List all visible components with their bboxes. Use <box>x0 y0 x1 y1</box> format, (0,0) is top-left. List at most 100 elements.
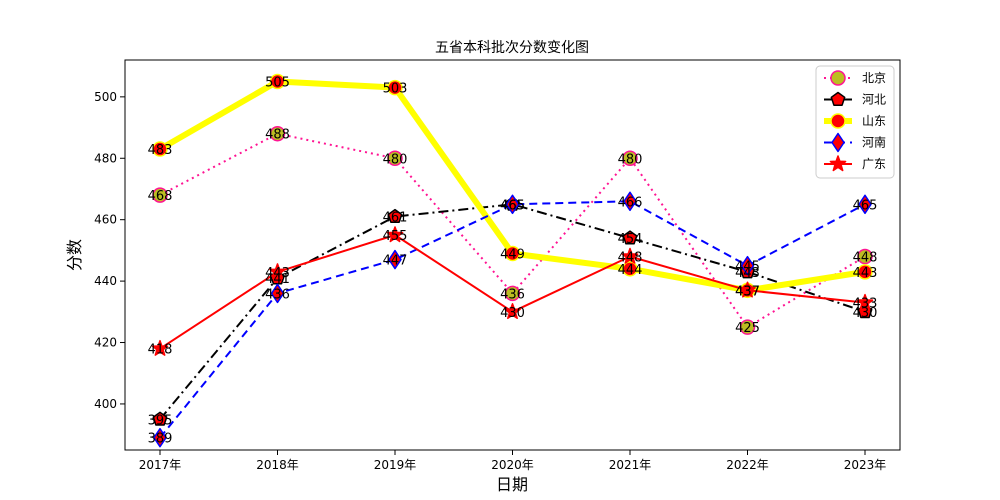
data-label-0-2: 480 <box>383 152 408 167</box>
legend-marker-3 <box>831 132 845 153</box>
series-0-point-1 <box>269 125 286 142</box>
x-tick-label-2: 2019年 <box>374 458 417 472</box>
legend-item-2: 山东 <box>824 113 886 129</box>
data-label-2-1: 505 <box>265 75 290 90</box>
series-4-point-2 <box>386 226 404 243</box>
x-tick-label-1: 2018年 <box>256 458 299 472</box>
y-axis-label: 分数 <box>65 239 84 271</box>
x-tick-label-4: 2021年 <box>609 458 652 472</box>
data-label-3-0: 389 <box>148 432 173 447</box>
series-4-point-3 <box>504 303 521 320</box>
x-tick-label-6: 2023年 <box>844 458 887 472</box>
legend-item-0: 北京 <box>824 70 886 86</box>
data-label-0-1: 488 <box>265 128 290 143</box>
data-label-0-5: 425 <box>735 321 760 336</box>
data-label-4-3: 430 <box>500 306 525 321</box>
axes: 2017年 2018年 2019年 2020年 2021年 2022年 2023年 400 42… <box>94 59 901 472</box>
legend-label-4: 广东 <box>862 157 886 171</box>
data-label-4-2: 455 <box>383 229 408 244</box>
data-label-1-5: 443 <box>735 266 760 281</box>
series-0-point-3 <box>504 285 521 302</box>
x-tick-label-3: 2020年 <box>491 458 534 472</box>
series-0-point-5 <box>739 319 756 335</box>
series-3-point-0 <box>153 427 167 448</box>
series-4-point-6 <box>856 293 874 310</box>
series-4-point-1 <box>269 263 286 280</box>
data-label-1-2: 461 <box>383 211 408 226</box>
data-label-1-0: 395 <box>148 413 173 428</box>
data-label-3-6: 465 <box>853 198 878 213</box>
series-1-point-4 <box>622 230 638 245</box>
legend-label-0: 北京 <box>862 71 886 85</box>
data-label-0-0: 468 <box>148 189 173 204</box>
series-4-point-4 <box>621 247 639 264</box>
data-label-1-4: 454 <box>618 232 643 247</box>
data-label-4-5: 437 <box>735 284 760 299</box>
data-label-4-6: 433 <box>853 297 878 312</box>
data-label-0-3: 436 <box>500 287 525 302</box>
series-4 <box>151 226 874 356</box>
series-3-point-4 <box>623 191 637 212</box>
series-1-point-2 <box>387 208 403 224</box>
series-2-point-0 <box>152 141 168 157</box>
data-label-2-2: 503 <box>383 82 408 97</box>
data-label-1-3: 465 <box>500 198 525 213</box>
legend-item-3: 河南 <box>824 132 886 153</box>
data-label-4-1: 443 <box>265 266 290 281</box>
series-0-point-6 <box>857 248 873 265</box>
series-3-point-3 <box>505 194 520 215</box>
data-label-3-3: 465 <box>500 198 525 213</box>
data-label-4-0: 418 <box>148 343 173 358</box>
series-0 <box>152 125 873 335</box>
y-tick-label-1: 420 <box>94 336 117 350</box>
legend-label-1: 河北 <box>862 93 886 107</box>
x-tick-label-0: 2017年 <box>139 458 182 472</box>
data-label-2-4: 444 <box>618 263 643 278</box>
series-3-point-2 <box>388 249 402 270</box>
series-2-point-6 <box>857 264 873 280</box>
legend-marker-0 <box>830 70 846 86</box>
series-layer <box>151 73 874 448</box>
series-4-point-5 <box>739 281 756 298</box>
y-tick-label-3: 460 <box>94 213 117 227</box>
data-label-4-4: 448 <box>618 251 643 266</box>
series-0-point-0 <box>152 187 168 203</box>
data-label-3-4: 466 <box>618 195 643 210</box>
chart-title: 五省本科批次分数变化图 <box>435 40 589 56</box>
data-label-2-5: 437 <box>735 284 760 299</box>
y-tick-label-4: 480 <box>94 151 117 165</box>
data-label-3-2: 447 <box>383 254 408 269</box>
y-tick-label-2: 440 <box>94 274 117 288</box>
series-2-point-1 <box>269 73 286 90</box>
series-0-point-4 <box>622 150 638 167</box>
data-label-0-6: 448 <box>853 251 878 266</box>
series-0-point-2 <box>387 150 403 167</box>
series-2-point-3 <box>504 245 521 262</box>
series-1-point-0 <box>152 411 168 426</box>
series-3-point-1 <box>270 283 285 304</box>
x-tick-label-5: 2022年 <box>726 458 769 472</box>
legend-item-4: 广东 <box>824 155 886 172</box>
legend-marker-1 <box>830 91 846 106</box>
data-label-0-4: 480 <box>618 152 643 167</box>
series-3 <box>153 191 872 448</box>
series-4-point-0 <box>151 339 169 356</box>
legend-marker-2 <box>830 113 846 129</box>
x-axis-label: 日期 <box>496 475 528 494</box>
data-label-1-1: 441 <box>265 272 290 287</box>
legend-marker-4 <box>829 155 847 172</box>
legend-item-1: 河北 <box>824 91 886 107</box>
data-label-2-0: 483 <box>148 143 173 158</box>
data-label-3-5: 445 <box>735 260 760 275</box>
data-labels: 4684884804364804254483954414614654544434… <box>148 75 878 446</box>
series-3-point-6 <box>858 194 872 215</box>
legend-label-3: 河南 <box>862 135 886 150</box>
data-label-1-6: 430 <box>853 306 878 321</box>
y-tick-label-0: 400 <box>94 397 117 411</box>
y-tick-label-5: 500 <box>94 90 117 104</box>
data-label-3-1: 436 <box>265 287 290 302</box>
series-2-point-4 <box>622 261 638 277</box>
legend-label-2: 山东 <box>862 114 886 128</box>
series-2-point-2 <box>387 79 403 96</box>
